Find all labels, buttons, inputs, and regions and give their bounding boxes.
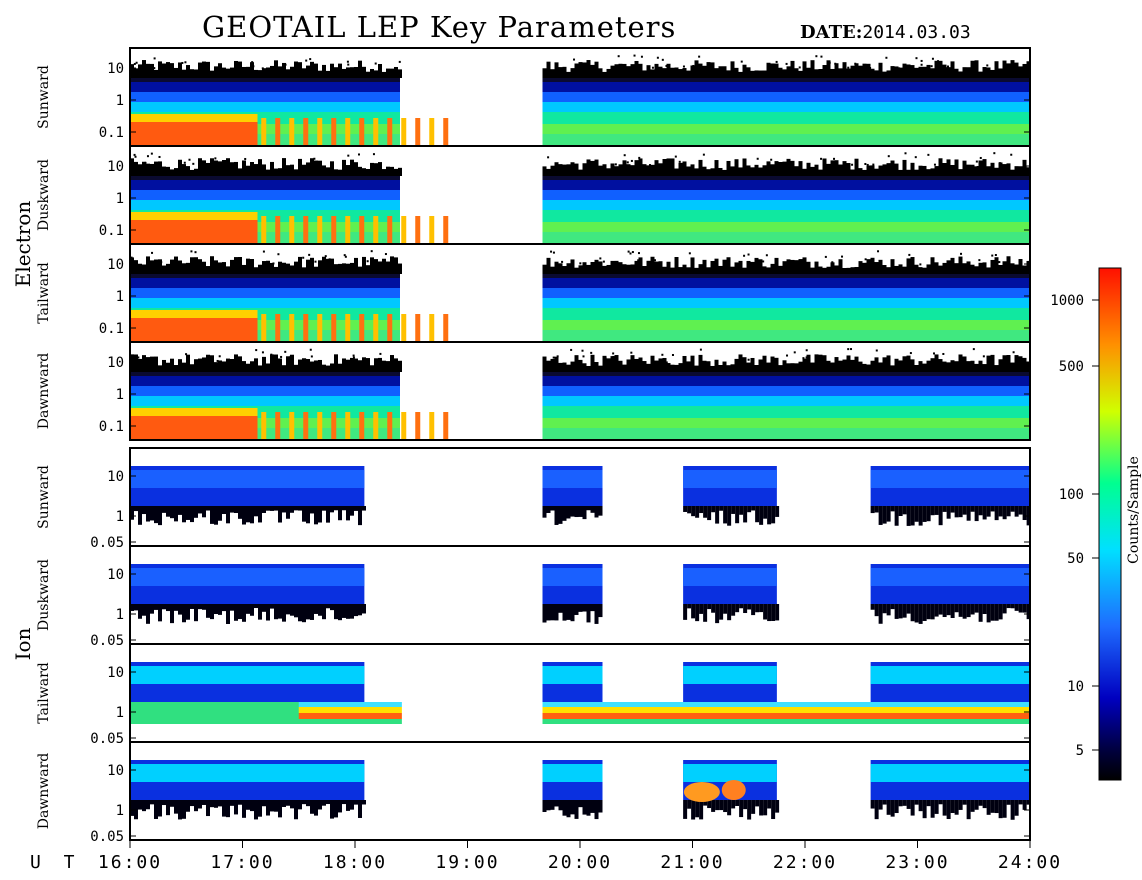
y-tick-label: 10 [107, 567, 124, 583]
x-tick-label: 22:00 [773, 852, 837, 873]
y-tick-label: 10 [107, 257, 124, 273]
panel-frame [129, 341, 1031, 441]
y-tick-label: 1 [116, 191, 124, 207]
y-tick-label: 1 [116, 705, 124, 721]
panel-electron-tailward: 10 1 0.1 Tailward [36, 243, 1031, 343]
colorbar-tick-label: 1000 [1050, 293, 1084, 309]
y-tick-label: 0.1 [99, 223, 124, 239]
y-tick-label: 0.1 [99, 419, 124, 435]
y-tick-label: 1 [116, 607, 124, 623]
x-tick-label: 16:00 [98, 852, 162, 873]
y-tick-label: 10 [107, 61, 124, 77]
x-tick-label: 20:00 [548, 852, 612, 873]
date-value: 2014.03.03 [862, 22, 971, 43]
species-label-electron: Electron [11, 201, 35, 288]
colorbar-tick-label: 5 [1076, 743, 1084, 759]
y-tick-label: 0.05 [90, 535, 124, 551]
colorbar-label: Counts/Sample [1126, 456, 1142, 564]
panel-label: Duskward [36, 159, 52, 231]
y-tick-label: 0.1 [99, 321, 124, 337]
colorbar-tick-label: 50 [1067, 551, 1084, 567]
panel-ion-dawnward: 10 1 0.05 Dawnward [36, 741, 1031, 845]
y-tick-label: 10 [107, 159, 124, 175]
y-tick-label: 0.05 [90, 633, 124, 649]
ut-label: U T [30, 852, 81, 873]
y-tick-label: 10 [107, 665, 124, 681]
colorbar-tick-label: 100 [1059, 487, 1084, 503]
panel-ion-duskward: 10 1 0.05 Duskward [36, 545, 1031, 649]
panel-label: Dawnward [36, 353, 52, 430]
y-tick-label: 10 [107, 469, 124, 485]
panel-label: Tailward [36, 662, 52, 724]
panel-label: Tailward [36, 262, 52, 324]
y-tick-label: 0.05 [90, 829, 124, 845]
colorbar [1098, 267, 1122, 781]
x-tick-label: 18:00 [323, 852, 387, 873]
x-tick-label: 21:00 [660, 852, 724, 873]
y-tick-label: 10 [107, 763, 124, 779]
panel-label: Sunward [36, 65, 52, 129]
x-tick-label: 24:00 [998, 852, 1062, 873]
date-label: DATE: [800, 22, 863, 43]
colorbar-tick-label: 500 [1059, 359, 1084, 375]
panel-ion-tailward: 10 1 0.05 Tailward [36, 643, 1031, 747]
y-tick-label: 0.05 [90, 731, 124, 747]
y-tick-label: 1 [116, 289, 124, 305]
y-tick-label: 1 [116, 387, 124, 403]
panel-electron-sunward: 10 1 0.1 Sunward [36, 47, 1031, 147]
panel-label: Sunward [36, 465, 52, 529]
panel-ion-sunward: 10 1 0.05 Sunward [36, 447, 1031, 551]
panel-electron-duskward: 10 1 0.1 Duskward [36, 145, 1031, 245]
y-tick-label: 10 [107, 355, 124, 371]
colorbar-tick-label: 10 [1067, 679, 1084, 695]
panel-electron-dawnward: 10 1 0.1 Dawnward [36, 341, 1031, 441]
y-tick-label: 1 [116, 509, 124, 525]
y-tick-label: 0.1 [99, 125, 124, 141]
y-tick-label: 1 [116, 803, 124, 819]
species-label-ion: Ion [11, 627, 35, 660]
x-tick-label: 19:00 [435, 852, 499, 873]
y-tick-label: 1 [116, 93, 124, 109]
x-tick-label: 17:00 [210, 852, 274, 873]
date-display: DATE:2014.03.03 [800, 22, 971, 43]
x-tick-label: 23:00 [885, 852, 949, 873]
panel-label: Dawnward [36, 753, 52, 830]
chart-title: GEOTAIL LEP Key Parameters [202, 10, 677, 44]
panel-label: Duskward [36, 559, 52, 631]
